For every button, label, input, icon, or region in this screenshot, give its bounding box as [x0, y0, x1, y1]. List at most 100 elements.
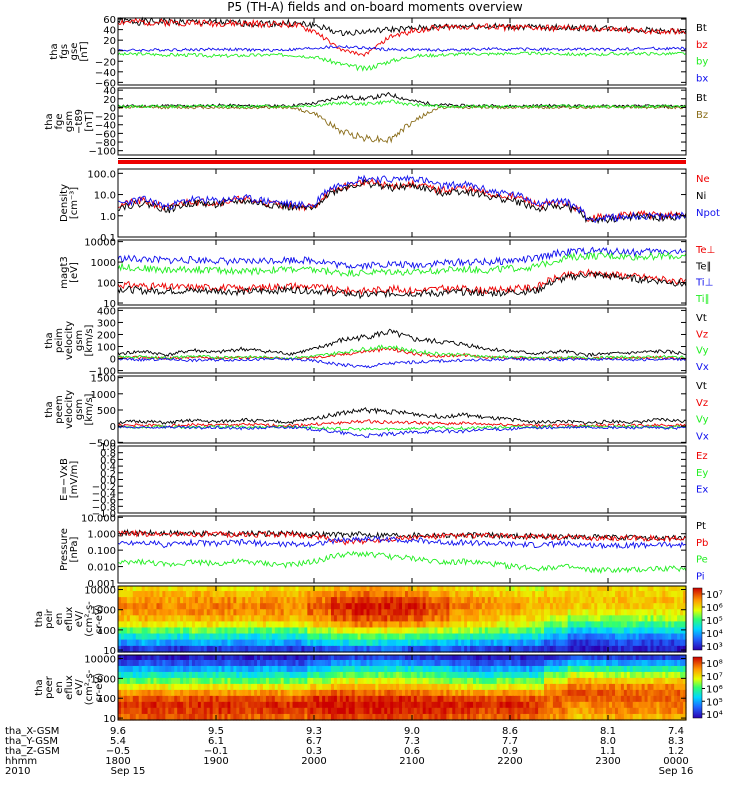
spectrogram-cell	[641, 683, 646, 690]
spectrogram-cell	[662, 707, 666, 714]
spectrogram-cell	[508, 590, 513, 598]
spectrogram-cell	[517, 665, 521, 672]
spectrogram-cell	[626, 608, 631, 616]
spectrogram-cell	[200, 707, 205, 714]
spectrogram-cell	[191, 683, 196, 690]
spectrogram-cell	[473, 614, 477, 622]
y-tick-label: 200	[97, 330, 116, 341]
spectrogram-cell	[390, 689, 394, 696]
y-axis-label: fge	[54, 113, 65, 129]
spectrogram-cell	[363, 677, 368, 684]
spectrogram-cell	[505, 586, 510, 592]
spectrogram-cell	[218, 608, 223, 616]
spectrogram-cell	[174, 707, 178, 714]
spectrogram-cell	[162, 586, 166, 592]
spectrogram-cell	[262, 683, 267, 690]
spectrogram-cell	[286, 614, 291, 622]
spectrogram-cell	[271, 659, 276, 666]
spectrogram-cell	[132, 620, 137, 628]
spectrogram-cell	[582, 626, 587, 634]
spectrogram-cell	[428, 659, 433, 666]
spectrogram-cell	[588, 626, 592, 634]
spectrogram-cell	[437, 602, 442, 610]
spectrogram-cell	[402, 701, 406, 708]
spectrogram-cell	[156, 626, 161, 634]
spectrogram-cell	[328, 695, 332, 702]
spectrogram-cell	[357, 638, 362, 646]
spectrogram-cell	[653, 638, 658, 646]
spectrogram-cell	[620, 626, 625, 634]
spectrogram-cell	[532, 701, 536, 708]
spectrogram-cell	[381, 645, 385, 653]
spectrogram-cell	[419, 683, 424, 690]
spectrogram-cell	[449, 638, 453, 646]
spectrogram-cell	[594, 701, 598, 708]
spectrogram-cell	[626, 695, 631, 702]
spectrogram-cell	[475, 632, 480, 640]
spectrogram-cell	[265, 671, 270, 678]
spectrogram-cell	[360, 665, 365, 672]
spectrogram-cell	[410, 713, 415, 721]
spectrogram-cell	[431, 713, 436, 721]
spectrogram-cell	[191, 620, 196, 628]
spectrogram-cell	[544, 638, 548, 646]
spectrogram-cell	[254, 683, 258, 690]
spectrogram-cell	[212, 602, 217, 610]
spectrogram-cell	[274, 671, 279, 678]
spectrogram-cell	[339, 707, 344, 714]
spectrogram-cell	[354, 638, 359, 646]
spectrogram-cell	[307, 590, 311, 598]
spectrogram-cell	[221, 671, 226, 678]
spectrogram-cell	[301, 689, 305, 696]
spectrogram-cell	[407, 701, 412, 708]
spectrogram-cell	[390, 586, 394, 592]
spectrogram-cell	[280, 665, 285, 672]
spectrogram-cell	[372, 620, 376, 628]
spectrogram-cell	[588, 638, 592, 646]
spectrogram-cell	[132, 586, 137, 592]
spectrogram-cell	[218, 677, 223, 684]
spectrogram-cell	[248, 614, 252, 622]
spectrogram-cell	[260, 689, 264, 696]
spectrogram-cell	[233, 614, 237, 622]
spectrogram-cell	[632, 602, 637, 610]
spectrogram-cell	[165, 659, 169, 666]
spectrogram-cell	[289, 590, 294, 598]
spectrogram-cell	[541, 683, 545, 690]
spectrogram-cell	[310, 602, 314, 610]
spectrogram-cell	[570, 659, 575, 666]
spectrogram-cell	[120, 614, 125, 622]
spectrogram-cell	[138, 626, 143, 634]
spectrogram-cell	[419, 620, 424, 628]
spectrogram-cell	[683, 596, 687, 604]
spectrogram-cell	[615, 659, 619, 666]
spectrogram-cell	[177, 689, 181, 696]
spectrogram-cell	[390, 645, 394, 653]
spectrogram-cell	[274, 602, 279, 610]
spectrogram-cell	[209, 596, 214, 604]
spectrogram-cell	[316, 701, 320, 708]
spectrogram-cell	[224, 689, 229, 696]
spectrogram-cell	[286, 665, 291, 672]
spectrogram-cell	[579, 659, 584, 666]
spectrogram-cell	[446, 632, 450, 640]
spectrogram-cell	[248, 655, 252, 660]
spectrogram-cell	[511, 620, 516, 628]
spectrogram-cell	[218, 701, 223, 708]
spectrogram-cell	[499, 586, 504, 592]
spectrogram-cell	[615, 596, 619, 604]
spectrogram-cell	[612, 665, 616, 672]
spectrogram-cell	[393, 614, 397, 622]
spectrogram-cell	[606, 671, 610, 678]
x-gsm-value: 8.6	[502, 726, 518, 737]
spectrogram-cell	[449, 665, 453, 672]
spectrogram-cell	[529, 645, 533, 653]
spectrogram-cell	[517, 608, 521, 616]
spectrogram-cell	[475, 695, 480, 702]
spectrogram-cell	[493, 655, 498, 660]
spectrogram-cell	[413, 713, 418, 721]
spectrogram-cell	[357, 586, 362, 592]
spectrogram-cell	[393, 586, 397, 592]
spectrogram-cell	[301, 707, 305, 714]
spectrogram-cell	[671, 659, 675, 666]
